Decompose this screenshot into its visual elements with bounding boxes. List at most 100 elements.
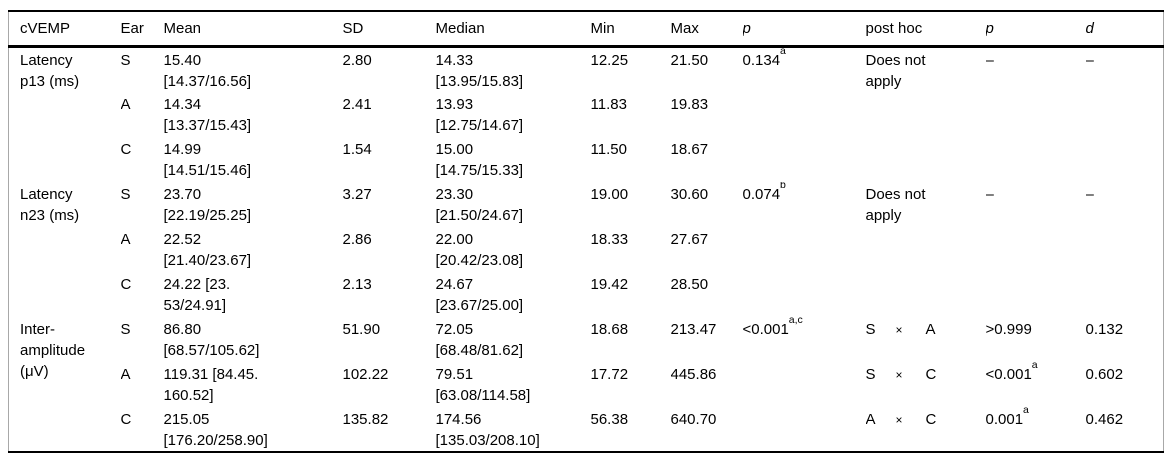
mean-line: [21.40/23.67]: [163, 252, 252, 269]
cell-ear: A: [120, 96, 131, 113]
cell-min: 18.33: [590, 231, 629, 248]
cell-p-posthoc: [986, 227, 1086, 272]
cell-p: [743, 362, 866, 407]
mean-line: 86.80: [163, 321, 202, 338]
cell-sd: 2.13: [342, 276, 372, 293]
cell-min: 11.50: [590, 141, 627, 158]
table-row: C 24.22 [23. 53/24.91] 2.13 24.67 [23.67/25.0…: [9, 272, 1164, 317]
cell-ear: S: [120, 321, 131, 338]
multiply-icon: ×: [895, 413, 903, 427]
column-header-p2: p: [985, 11, 1086, 48]
cell-max: 213.47: [670, 321, 717, 338]
mean-line: [13.37/15.43]: [163, 117, 252, 134]
cell-max: 19.83: [670, 96, 709, 113]
mean-line: 53/24.91]: [163, 297, 227, 314]
cell-d: 0.132: [1085, 321, 1124, 338]
cell-min: 12.25: [590, 52, 629, 69]
cell-p: [743, 92, 866, 137]
cell-p-posthoc: [986, 272, 1086, 317]
mean-line: 22.52: [163, 231, 202, 248]
posthoc-left-ear: S: [865, 321, 876, 338]
cell-mean: 22.52 [21.40/23.67]: [164, 227, 343, 272]
posthoc-right-ear: C: [925, 366, 937, 383]
row-group-label-line: n23 (ms): [20, 207, 80, 224]
cell-median: 174.56 [135.03/208.10]: [436, 407, 591, 452]
cell-p: 0.074b: [743, 182, 866, 227]
cell-median: 72.05 [68.48/81.62]: [436, 317, 591, 362]
cell-mean: 14.34 [13.37/15.43]: [164, 92, 343, 137]
cell-d: –: [1085, 52, 1094, 69]
cell-p: [743, 137, 866, 182]
median-line: [135.03/208.10]: [435, 432, 540, 449]
cell-median: 15.00 [14.75/15.33]: [436, 137, 591, 182]
cell-min: 17.72: [590, 366, 629, 383]
row-group-label: Latency p13 (ms): [9, 47, 121, 183]
table-row: Latency p13 (ms) S 15.40 [14.37/16.56] 2.80 14…: [9, 47, 1164, 93]
cell-posthoc: S × C: [866, 362, 986, 407]
mean-line: 215.05: [163, 411, 210, 428]
multiply-icon: ×: [895, 368, 903, 382]
cell-sd: 1.54: [342, 141, 372, 158]
cell-p: 0.134a: [742, 46, 786, 70]
p-superscript: a: [780, 46, 786, 57]
cell-p-posthoc: [986, 92, 1086, 137]
column-header-max: Max: [670, 11, 743, 48]
cell-sd: 102.22: [342, 366, 389, 383]
cell-ear: C: [120, 276, 132, 293]
cell-mean: 24.22 [23. 53/24.91]: [164, 272, 343, 317]
mean-line: [176.20/258.90]: [163, 432, 268, 449]
cell-max: 28.50: [670, 276, 709, 293]
cell-sd: 2.80: [342, 52, 372, 69]
cell-ear: S: [120, 186, 131, 203]
cell-min: 11.83: [590, 96, 627, 113]
cell-posthoc: [866, 227, 986, 272]
cell-d: –: [1085, 186, 1094, 203]
cell-min: 19.42: [590, 276, 629, 293]
cell-median: 24.67 [23.67/25.00]: [436, 272, 591, 317]
cell-mean: 215.05 [176.20/258.90]: [164, 407, 343, 452]
cell-d: 0.602: [1085, 366, 1124, 383]
cell-posthoc: [866, 137, 986, 182]
median-line: 23.30: [435, 186, 474, 203]
cell-d: 0.462: [1085, 411, 1124, 428]
median-line: [20.42/23.08]: [435, 252, 524, 269]
row-group-label-line: Inter-: [20, 321, 56, 338]
table-row: A 22.52 [21.40/23.67] 2.86 22.00 [20.42/23.08…: [9, 227, 1164, 272]
cell-median: 13.93 [12.75/14.67]: [436, 92, 591, 137]
posthoc-right-ear: C: [925, 411, 937, 428]
cvemp-results-table-container: cVEMP Ear Mean SD Median Min Max p post hoc p d La…: [8, 10, 1171, 453]
mean-line: [14.37/16.56]: [163, 73, 252, 90]
cell-max: 18.67: [670, 141, 709, 158]
cell-sd: 135.82: [342, 411, 389, 428]
cell-p-posthoc: –: [985, 52, 994, 69]
cell-p-posthoc: 0.001a: [986, 407, 1086, 452]
cell-p: <0.001a,c: [743, 317, 866, 362]
cell-d: [1086, 137, 1164, 182]
median-line: [68.48/81.62]: [435, 342, 524, 359]
cell-d: [1086, 92, 1164, 137]
posthoc-left-ear: A: [865, 411, 876, 428]
cell-p: [743, 227, 866, 272]
median-line: [21.50/24.67]: [435, 207, 524, 224]
table-row: Inter-amplitude (μV) S 86.80 [68.57/105.62] 5…: [9, 317, 1164, 380]
cell-min: 19.00: [590, 186, 629, 203]
column-header-ear: Ear: [120, 11, 164, 48]
median-line: 15.00: [435, 141, 474, 158]
table-row: C 215.05 [176.20/258.90] 135.82 174.56 [135.0…: [9, 407, 1164, 452]
cell-posthoc: Does not apply: [866, 47, 986, 93]
p-posthoc-superscript: a: [1023, 407, 1029, 416]
cell-posthoc: A × C: [866, 407, 986, 452]
posthoc-left-ear: S: [865, 366, 876, 383]
cell-d: [1086, 272, 1164, 317]
row-group-label-line: (μV): [20, 363, 49, 380]
cell-max: 27.67: [670, 231, 709, 248]
mean-line: 23.70: [163, 186, 202, 203]
cell-ear: C: [120, 141, 132, 158]
cell-p-posthoc: –: [985, 186, 994, 203]
table-row: C 14.99 [14.51/15.46] 1.54 15.00 [14.75/15.33…: [9, 137, 1164, 182]
median-line: 174.56: [435, 411, 482, 428]
cell-min: 56.38: [590, 411, 629, 428]
cell-posthoc: [866, 272, 986, 317]
column-header-mean: Mean: [163, 11, 343, 48]
p-superscript: b: [780, 182, 786, 191]
